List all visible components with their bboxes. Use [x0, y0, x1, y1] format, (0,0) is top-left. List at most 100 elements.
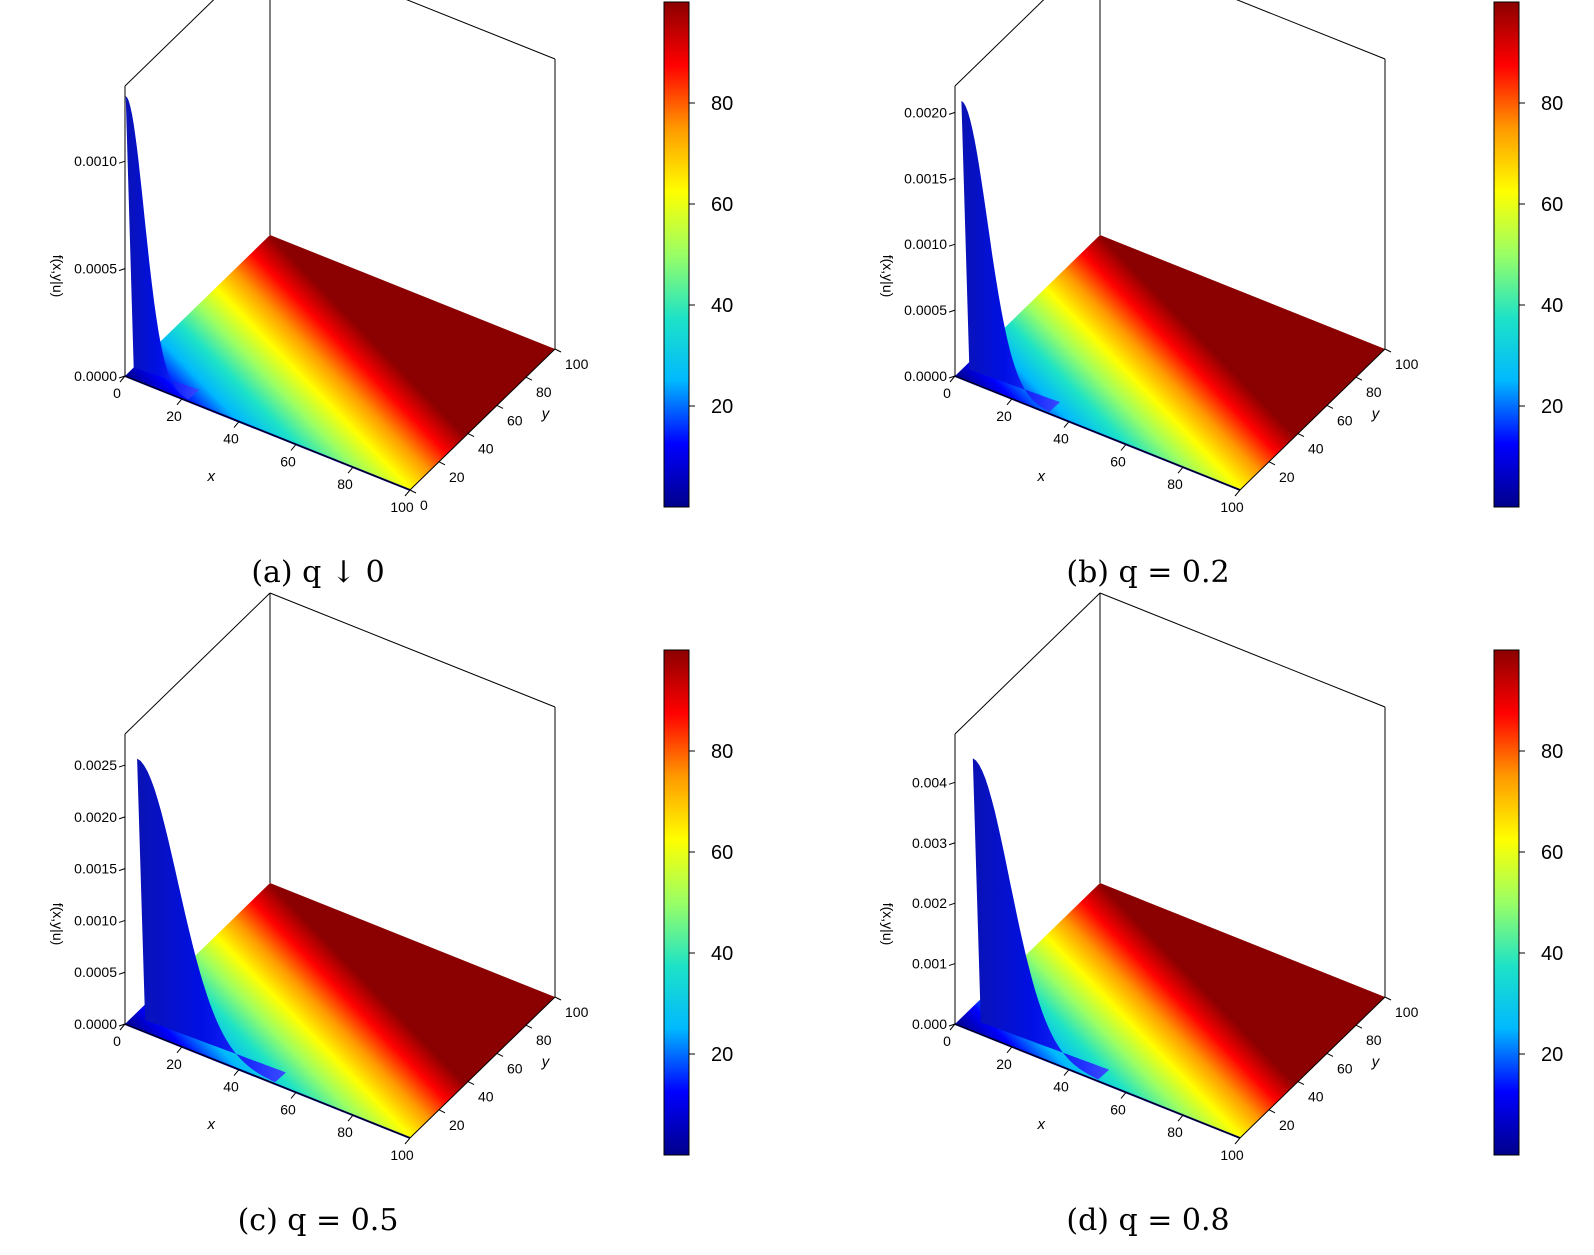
x-axis-title: x: [1037, 468, 1046, 485]
x-tick-label: 100: [1220, 1147, 1244, 1163]
y-tick-label: 0: [420, 497, 428, 513]
z-tick-mark: [118, 160, 126, 164]
z-tick-label: 0.000: [912, 1016, 947, 1032]
y-tick-mark: [1384, 348, 1392, 353]
y-tick-mark: [1297, 433, 1305, 438]
z-tick-label: 0.0015: [74, 861, 117, 877]
z-tick-mark: [948, 963, 956, 967]
y-tick-label: 100: [565, 1004, 589, 1020]
x-tick-label: 100: [1220, 499, 1244, 515]
colorbar-tick-label: 20: [711, 1044, 733, 1066]
box-edge-top-right: [269, 592, 556, 708]
colorbar-tick-label: 20: [711, 396, 733, 418]
x-tick-mark: [1234, 489, 1241, 497]
z-tick-mark: [948, 1023, 956, 1027]
colorbar-tick-label: 60: [711, 842, 733, 864]
x-tick-mark: [233, 421, 240, 428]
box-edge-front-x: [954, 375, 1241, 491]
z-axis-title: f(x,y|u): [880, 903, 896, 946]
x-tick-mark: [176, 398, 183, 406]
z-tick-label: 0.001: [912, 956, 947, 972]
panel-caption: (b) q = 0.2: [1066, 555, 1229, 590]
x-tick-mark: [347, 1114, 354, 1122]
z-tick-mark: [948, 902, 956, 906]
x-tick-label: 0: [943, 385, 951, 401]
colorbar-tick-label: 40: [711, 943, 733, 965]
z-tick-mark: [948, 375, 956, 379]
y-tick-label: 20: [1279, 1117, 1295, 1133]
y-axis-title: y: [1371, 1053, 1381, 1070]
x-tick-label: 60: [280, 453, 296, 469]
y-tick-mark: [438, 461, 446, 466]
colorbar: [1493, 1, 1520, 508]
surface-floor: [125, 235, 555, 490]
x-tick-label: 80: [1167, 1124, 1183, 1140]
z-tick-label: 0.0005: [74, 261, 117, 277]
z-tick-mark: [948, 243, 956, 247]
z-tick-label: 0.0010: [904, 236, 947, 252]
z-tick-label: 0.0010: [74, 153, 117, 169]
colorbar-tick-label: 80: [711, 741, 733, 763]
x-tick-mark: [1120, 1092, 1127, 1099]
panel-caption: (c) q = 0.5: [238, 1203, 399, 1238]
x-tick-mark: [1063, 421, 1070, 428]
z-tick-label: 0.0020: [74, 809, 117, 825]
x-tick-mark: [1177, 466, 1184, 474]
x-tick-mark: [119, 1023, 126, 1031]
y-tick-label: 20: [449, 1117, 465, 1133]
box-edge-top-right: [406, 0, 556, 60]
colorbar: [663, 1, 690, 508]
x-tick-mark: [233, 1069, 240, 1076]
box-edge-front-y: [1239, 348, 1386, 491]
box-edge-top-right: [1099, 592, 1386, 708]
surface-floor: [125, 883, 555, 1138]
z-tick-mark: [118, 375, 126, 379]
y-tick-mark: [1326, 1052, 1334, 1057]
y-axis-title: y: [1371, 405, 1381, 422]
colorbar-tick-label: 40: [711, 295, 733, 317]
z-tick-mark: [118, 764, 126, 768]
y-tick-mark: [409, 489, 417, 494]
panel-caption: (a) q ↓ 0: [251, 555, 384, 590]
panel-0: 0.0000 0.0005 0.0010 f(x,y|u) 0 20 40 60 80 100 x 0…: [50, 0, 733, 590]
colorbar-tick-label: 80: [711, 93, 733, 115]
y-tick-label: 80: [1366, 1032, 1382, 1048]
x-tick-mark: [1006, 1046, 1013, 1054]
y-tick-mark: [1297, 1081, 1305, 1086]
box-edge-top-left: [124, 0, 215, 87]
box-edge-top-left: [954, 0, 1045, 87]
y-tick-label: 80: [536, 384, 552, 400]
y-tick-label: 60: [1337, 412, 1353, 428]
z-tick-mark: [948, 842, 956, 846]
z-tick-mark: [118, 268, 126, 272]
box-edge-front-y: [409, 996, 556, 1139]
y-tick-mark: [525, 376, 533, 381]
x-tick-label: 20: [996, 1056, 1012, 1072]
z-tick-label: 0.0020: [904, 104, 947, 120]
z-axis-title: f(x,y|u): [50, 255, 66, 298]
y-tick-mark: [554, 996, 562, 1001]
colorbar-tick-label: 20: [1541, 396, 1563, 418]
x-tick-label: 80: [337, 476, 353, 492]
y-tick-mark: [467, 433, 475, 438]
x-tick-label: 100: [390, 499, 414, 515]
x-tick-label: 40: [1053, 431, 1069, 447]
z-axis-title: f(x,y|u): [880, 255, 896, 298]
y-tick-mark: [1326, 404, 1334, 409]
x-tick-mark: [119, 375, 126, 383]
x-tick-mark: [1120, 444, 1127, 451]
y-tick-label: 40: [1308, 441, 1324, 457]
x-tick-mark: [1006, 398, 1013, 406]
colorbar-tick-label: 80: [1541, 741, 1563, 763]
colorbar-tick-label: 40: [1541, 943, 1563, 965]
x-tick-label: 80: [1167, 476, 1183, 492]
y-axis-title: y: [541, 405, 551, 422]
y-tick-mark: [438, 1109, 446, 1114]
y-tick-mark: [554, 348, 562, 353]
x-tick-mark: [1063, 1069, 1070, 1076]
x-tick-label: 60: [1110, 1101, 1126, 1117]
z-tick-mark: [948, 111, 956, 115]
z-tick-mark: [118, 971, 126, 975]
box-edge-front-x: [124, 1023, 411, 1139]
